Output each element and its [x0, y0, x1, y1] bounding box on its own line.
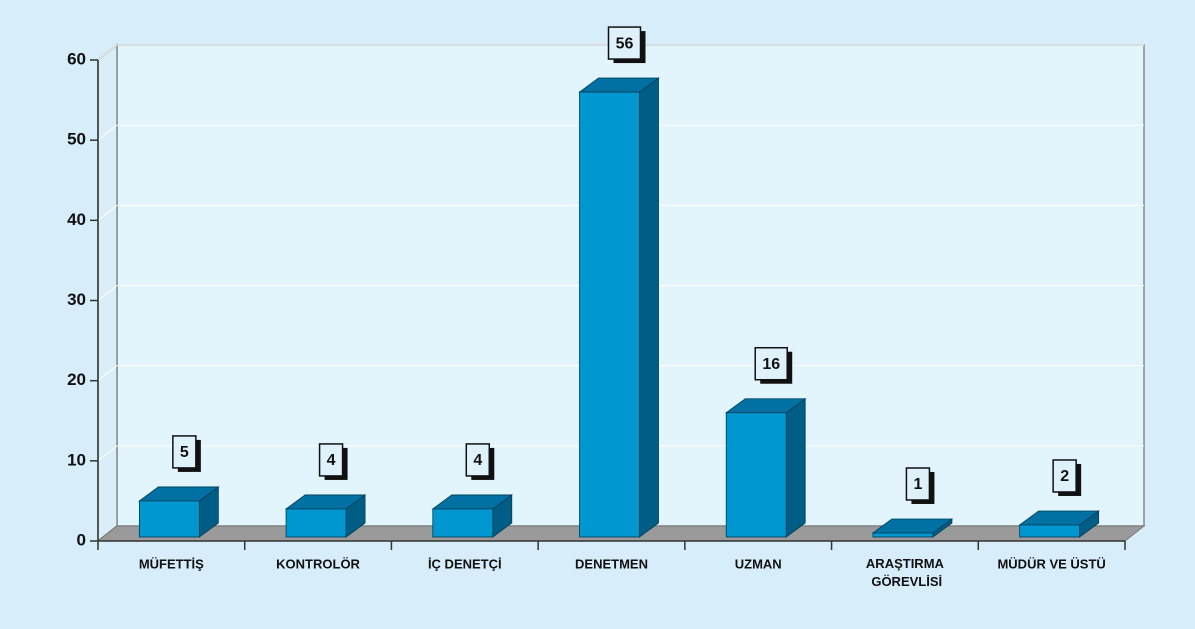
grid-line	[97, 204, 118, 221]
grid-line	[97, 124, 118, 141]
y-tick-label: 0	[77, 530, 86, 549]
value-label: 16	[762, 356, 780, 373]
bar-side	[639, 77, 659, 538]
value-label: 5	[180, 444, 189, 461]
bar	[432, 508, 494, 538]
bar	[872, 532, 934, 538]
grid-line	[97, 285, 118, 301]
value-label: 4	[327, 452, 336, 469]
bar-group	[871, 518, 954, 538]
value-label-box	[905, 467, 931, 501]
x-tick-label: İÇ DENETÇİ	[428, 556, 502, 571]
y-tick-label: 40	[67, 210, 86, 229]
grid-line	[97, 44, 118, 61]
x-tick-label: UZMAN	[735, 556, 782, 571]
bar	[725, 412, 787, 538]
value-label: 56	[616, 35, 634, 52]
value-label: 4	[473, 452, 482, 469]
grid-line	[97, 445, 118, 462]
y-tick-label: 60	[67, 49, 86, 68]
value-label-box	[465, 443, 491, 477]
x-tick-label: DENETMEN	[575, 556, 648, 571]
bar-group	[431, 494, 514, 538]
bar-group	[284, 494, 367, 538]
value-label-box	[318, 443, 344, 477]
value-label: 2	[1060, 468, 1069, 485]
y-tick-label: 20	[67, 370, 86, 389]
x-tick-label: ARAŞTIRMA GÖREVLİSİ	[866, 556, 945, 589]
bar-group	[724, 397, 807, 538]
grid-line	[97, 365, 118, 382]
bar-group	[578, 77, 660, 538]
y-tick-label: 50	[67, 130, 86, 149]
x-tick-label: MÜDÜR VE ÜSTÜ	[997, 556, 1105, 571]
value-label-box	[607, 26, 642, 60]
bar	[1019, 524, 1081, 538]
bar-side	[785, 397, 806, 538]
x-tick-label: KONTROLÖR	[276, 556, 360, 571]
y-tick-label: 10	[67, 450, 86, 469]
value-label-box	[754, 346, 788, 381]
value-label: 1	[913, 476, 922, 493]
bar	[138, 500, 200, 538]
value-label-box	[172, 435, 197, 469]
bar	[285, 508, 347, 538]
bar-group	[1018, 510, 1100, 538]
bar	[579, 91, 640, 538]
bar-group	[138, 486, 220, 538]
value-label-box	[1052, 459, 1077, 493]
x-tick-label: MÜFETTİŞ	[139, 556, 204, 571]
y-tick-label: 30	[67, 290, 86, 309]
